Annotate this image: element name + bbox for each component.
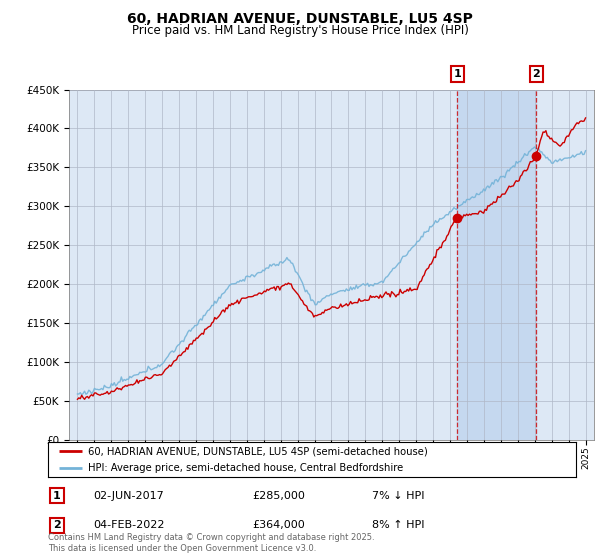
Text: 60, HADRIAN AVENUE, DUNSTABLE, LU5 4SP (semi-detached house): 60, HADRIAN AVENUE, DUNSTABLE, LU5 4SP (… — [88, 446, 427, 456]
Text: £364,000: £364,000 — [252, 520, 305, 530]
Text: 7% ↓ HPI: 7% ↓ HPI — [372, 491, 425, 501]
Text: 2: 2 — [532, 69, 540, 79]
Text: 2: 2 — [53, 520, 61, 530]
Text: Price paid vs. HM Land Registry's House Price Index (HPI): Price paid vs. HM Land Registry's House … — [131, 24, 469, 37]
Text: 04-FEB-2022: 04-FEB-2022 — [93, 520, 164, 530]
Text: £285,000: £285,000 — [252, 491, 305, 501]
Text: HPI: Average price, semi-detached house, Central Bedfordshire: HPI: Average price, semi-detached house,… — [88, 464, 403, 473]
Text: Contains HM Land Registry data © Crown copyright and database right 2025.
This d: Contains HM Land Registry data © Crown c… — [48, 533, 374, 553]
Text: 1: 1 — [53, 491, 61, 501]
Text: 1: 1 — [453, 69, 461, 79]
Text: 60, HADRIAN AVENUE, DUNSTABLE, LU5 4SP: 60, HADRIAN AVENUE, DUNSTABLE, LU5 4SP — [127, 12, 473, 26]
Bar — [457, 90, 536, 440]
Text: 02-JUN-2017: 02-JUN-2017 — [93, 491, 164, 501]
Text: 8% ↑ HPI: 8% ↑ HPI — [372, 520, 425, 530]
